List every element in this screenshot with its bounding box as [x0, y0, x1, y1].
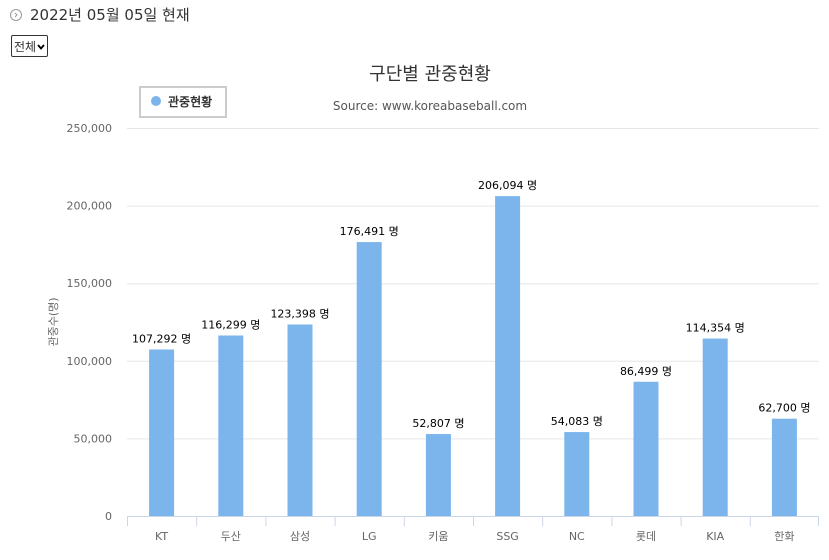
bar[interactable] [287, 324, 313, 516]
x-tick-label: 삼성 [290, 530, 310, 543]
chevron-right-circle-icon [10, 8, 22, 21]
x-axis-ticks: KT 두산 삼성 LG 키움 SSG NC 롯데 KIA 한화 [127, 516, 819, 543]
data-label: 107,292 명 [132, 332, 191, 345]
bar[interactable] [495, 196, 521, 517]
date-header: 2022년 05월 05일 현재 [10, 4, 190, 25]
data-label: 123,398 명 [270, 307, 329, 320]
y-tick-label: 150,000 [67, 277, 113, 290]
data-label: 114,354 명 [686, 322, 745, 335]
legend-marker [151, 96, 161, 106]
y-tick-label: 0 [105, 510, 112, 523]
bar[interactable] [702, 338, 728, 516]
bar[interactable] [771, 418, 797, 516]
chevron-down-icon [37, 39, 45, 53]
x-tick-label: KT [155, 530, 168, 543]
chart-title: 구단별 관중현황 [369, 64, 491, 85]
data-label: 206,094 명 [478, 179, 537, 192]
y-tick-label: 200,000 [67, 200, 113, 213]
data-label: 116,299 명 [201, 319, 260, 332]
x-tick-label: NC [569, 530, 585, 543]
bar[interactable] [564, 432, 590, 516]
date-text: 2022년 05월 05일 현재 [30, 6, 190, 24]
bars [149, 196, 797, 517]
data-label: 62,700 명 [758, 402, 810, 415]
data-label: 52,807 명 [412, 417, 464, 430]
data-label: 86,499 명 [620, 365, 672, 378]
x-tick-label: 키움 [428, 530, 448, 543]
data-label: 176,491 명 [340, 225, 399, 238]
x-tick-label: 두산 [221, 530, 241, 543]
chart-legend[interactable]: 관중현황 [139, 86, 227, 118]
x-tick-label: 롯데 [636, 530, 656, 543]
filter-selected-value: 전체 [14, 39, 37, 54]
x-tick-label: SSG [496, 530, 519, 543]
bar[interactable] [149, 349, 175, 516]
bar[interactable] [356, 242, 382, 516]
y-tick-label: 250,000 [67, 122, 113, 135]
chart-subtitle: Source: www.koreabaseball.com [333, 99, 527, 113]
y-axis-ticks: 0 50,000 100,000 150,000 200,000 250,000 [67, 122, 113, 523]
legend-label: 관중현황 [168, 94, 212, 109]
team-filter-select[interactable]: 전체 [11, 35, 48, 57]
y-tick-label: 50,000 [74, 432, 113, 445]
y-axis-label: 관중수(명) [47, 297, 60, 346]
x-tick-label: LG [362, 530, 377, 543]
y-tick-label: 100,000 [67, 355, 113, 368]
data-labels: 107,292 명 116,299 명 123,398 명 176,491 명 52,8… [132, 179, 810, 430]
bar[interactable] [425, 434, 451, 516]
x-tick-label: 한화 [774, 530, 794, 543]
bar[interactable] [218, 335, 244, 516]
bar[interactable] [633, 381, 659, 516]
x-tick-label: KIA [706, 530, 724, 543]
data-label: 54,083 명 [551, 415, 603, 428]
